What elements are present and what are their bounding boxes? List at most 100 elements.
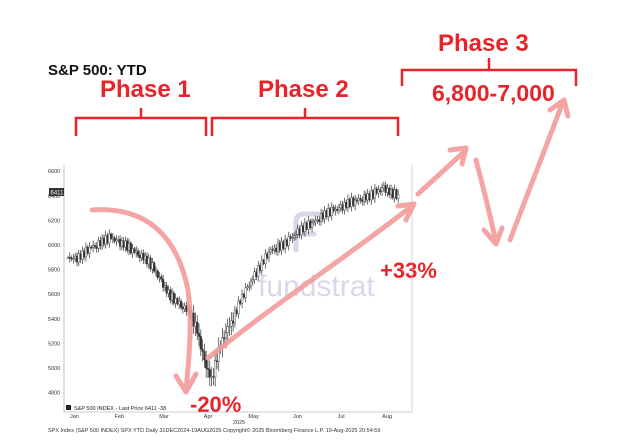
candle-body — [296, 228, 299, 235]
candle-body — [174, 298, 177, 304]
y-tick-label: 5800 — [48, 268, 60, 274]
candle-body — [246, 286, 249, 289]
year-label: 2025 — [233, 420, 245, 426]
candle-body — [147, 257, 150, 265]
candle-body — [210, 375, 213, 378]
candle-body — [129, 243, 132, 254]
candle-body — [138, 255, 141, 258]
phase3-up-arrowhead-1 — [447, 145, 469, 167]
candle-body — [178, 301, 181, 305]
candle-body — [278, 242, 281, 251]
candle-body — [379, 189, 382, 192]
candle-body — [165, 285, 168, 294]
candle-body — [124, 240, 127, 248]
phase-3-bracket — [400, 58, 578, 86]
candle-body — [334, 209, 337, 212]
candle-body — [293, 235, 296, 238]
phase3-up-arrowhead-2 — [547, 97, 571, 119]
candle-body — [84, 246, 88, 258]
candle-body — [310, 222, 314, 228]
candle-body — [122, 240, 125, 248]
candle-body — [361, 199, 364, 202]
candle-body — [249, 280, 253, 287]
candle-body — [233, 309, 236, 324]
x-tick-label: Jun — [293, 414, 302, 420]
candle-body — [357, 198, 360, 202]
x-tick-label: Mar — [159, 414, 169, 420]
candle-body — [72, 258, 75, 260]
x-axis-ticks: Jan Feb Mar Apr May Jun Jul Aug — [70, 414, 392, 420]
candle-body — [135, 250, 138, 253]
candle-body — [102, 238, 105, 245]
candle-body — [81, 250, 84, 260]
candle-body — [253, 271, 256, 280]
candle-body — [111, 237, 114, 240]
candle-body — [262, 260, 265, 264]
candle-body — [275, 247, 278, 252]
candle-body — [104, 235, 107, 245]
y-tick-label: 4800 — [48, 391, 60, 397]
candle-body — [319, 212, 323, 222]
candle-body — [276, 242, 280, 252]
candle-body — [336, 209, 339, 211]
candle-body — [273, 247, 276, 250]
phase3-down-arrowhead — [481, 225, 505, 247]
candle-body — [266, 253, 269, 258]
candle-body — [375, 188, 378, 194]
candle-body — [267, 251, 271, 258]
decline-arrow — [89, 207, 193, 393]
y-tick-label: 5400 — [48, 317, 60, 323]
candle-body — [370, 190, 373, 201]
candle-body — [271, 249, 274, 251]
candle-body — [341, 204, 344, 211]
candle-body — [257, 265, 260, 277]
candle-body — [280, 241, 283, 251]
candle-body — [77, 253, 80, 263]
candle-body — [332, 206, 335, 212]
candle-body — [248, 285, 251, 288]
candle-body — [303, 222, 306, 232]
candle-body — [325, 210, 328, 218]
candle-body — [377, 189, 380, 194]
candle-body — [251, 279, 254, 282]
candle-body — [235, 309, 238, 314]
candle-body — [386, 187, 389, 193]
candle-body — [327, 208, 330, 218]
candle-body — [83, 250, 86, 258]
candle-body — [151, 262, 154, 270]
candle-body — [346, 198, 350, 208]
candle-body — [314, 219, 317, 222]
candle-body — [214, 360, 217, 378]
candle-body — [343, 202, 346, 211]
candle-body — [397, 194, 400, 199]
candle-body — [380, 187, 384, 192]
y-tick-label: 6200 — [48, 218, 60, 224]
candle-body — [169, 289, 172, 301]
y-axis-ticks: 6600 6400 6200 6000 5800 5600 5400 5200 5000 4800 — [48, 169, 60, 397]
candle-body — [206, 368, 210, 370]
candle-body — [140, 253, 143, 258]
candle-body — [242, 294, 245, 298]
candle-body — [196, 322, 199, 334]
candle-body — [127, 243, 131, 251]
x-tick-label: Aug — [382, 414, 392, 420]
candle-body — [118, 239, 122, 247]
rally-label: +33% — [380, 258, 437, 283]
candle-body — [355, 199, 359, 202]
candle-body — [113, 237, 116, 242]
candle-body — [328, 208, 332, 216]
candle-body — [133, 248, 136, 253]
candle-body — [74, 255, 77, 259]
last-price-value: 6411 — [51, 191, 65, 197]
phase3-down-arrow — [473, 157, 499, 245]
candle-body — [269, 249, 272, 253]
candle-body — [321, 212, 324, 220]
target-range-label: 6,800-7,000 — [432, 80, 555, 106]
candle-body — [170, 292, 174, 301]
candle-body — [109, 233, 113, 239]
phase-1-bracket — [74, 108, 208, 136]
y-tick-label: 5600 — [48, 292, 60, 298]
candle-body — [192, 312, 195, 327]
candle-body — [300, 225, 303, 236]
y-tick-label: 6000 — [48, 243, 60, 249]
